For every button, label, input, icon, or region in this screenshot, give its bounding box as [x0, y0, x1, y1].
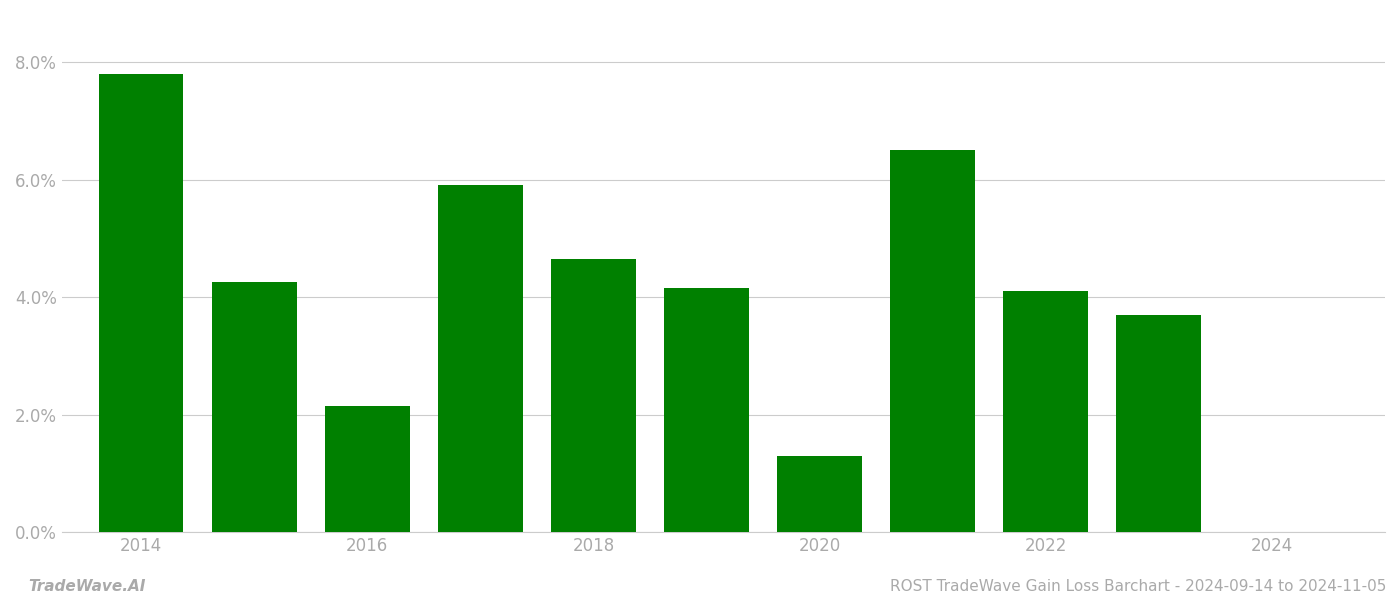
Bar: [777, 456, 862, 532]
Bar: [552, 259, 636, 532]
Bar: [98, 74, 183, 532]
Text: TradeWave.AI: TradeWave.AI: [28, 579, 146, 594]
Bar: [1004, 291, 1088, 532]
Bar: [325, 406, 410, 532]
Text: ROST TradeWave Gain Loss Barchart - 2024-09-14 to 2024-11-05: ROST TradeWave Gain Loss Barchart - 2024…: [889, 579, 1386, 594]
Bar: [890, 150, 974, 532]
Bar: [664, 288, 749, 532]
Bar: [438, 185, 522, 532]
Bar: [211, 283, 297, 532]
Bar: [1116, 315, 1201, 532]
